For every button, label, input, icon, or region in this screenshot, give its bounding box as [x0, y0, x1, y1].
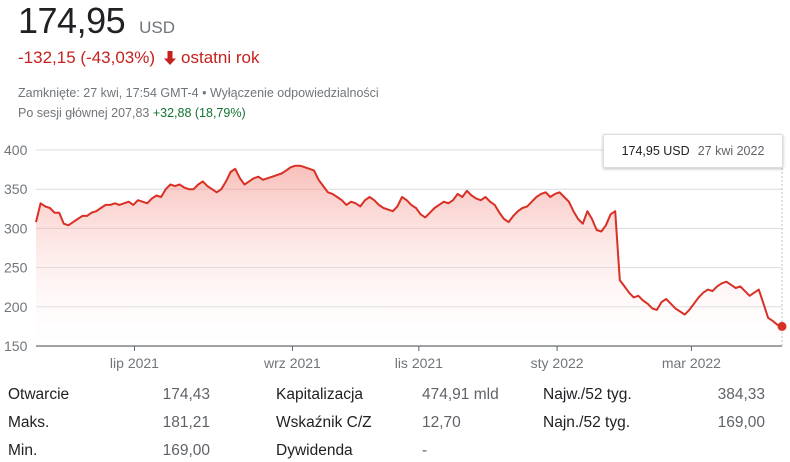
after-hours-label: Po sesji głównej [18, 106, 108, 120]
down-arrow-icon [164, 51, 177, 65]
x-tick-label: mar 2022 [662, 355, 721, 371]
market-status: Zamknięte: 27 kwi, 17:54 GMT-4 • Wyłącze… [18, 86, 379, 100]
chart-tooltip: 174,95 USD 27 kwi 2022 [603, 134, 783, 168]
after-hours-info: Po sesji głównej 207,83 +32,88 (18,79%) [18, 106, 246, 120]
y-tick-label: 200 [4, 299, 28, 315]
price-area [36, 165, 782, 346]
price-change-row: -132,15 (-43,03%) ostatni rok [18, 48, 259, 68]
stat-label-52w-low: Najn./52 tyg. [543, 414, 631, 431]
end-point-marker[interactable] [777, 321, 787, 331]
stat-label-market-cap: Kapitalizacja [276, 386, 364, 403]
y-tick-label: 150 [4, 338, 28, 354]
stat-label-52w-high: Najw./52 tyg. [543, 386, 632, 403]
stat-value-dividend: - [422, 442, 428, 459]
price-line [35, 164, 783, 328]
x-tick-label: lis 2021 [395, 355, 443, 371]
stat-value-open: 174,43 [162, 386, 210, 403]
current-price: 174,95 [18, 0, 126, 41]
stat-value-52w-high: 384,33 [717, 386, 765, 403]
x-tick-label: wrz 2021 [263, 355, 321, 371]
tooltip-date: 27 kwi 2022 [697, 144, 765, 158]
x-tick-label: sty 2022 [531, 355, 584, 371]
y-tick-label: 400 [4, 142, 28, 158]
stat-label-open: Otwarcie [8, 386, 70, 403]
stat-value-low: 169,00 [162, 442, 210, 459]
disclaimer-link[interactable]: Wyłączenie odpowiedzialności [209, 86, 379, 100]
price-change: -132,15 (-43,03%) [18, 48, 156, 67]
y-tick-label: 300 [4, 220, 28, 236]
stat-label-dividend: Dywidenda [276, 442, 353, 459]
after-hours-change: +32,88 (18,79%) [152, 106, 246, 120]
x-axis-labels: lip 2021 wrz 2021 lis 2021 sty 2022 mar 2022 [110, 346, 721, 371]
y-tick-label: 250 [4, 260, 28, 276]
stat-value-52w-low: 169,00 [717, 414, 765, 431]
closed-info: Zamknięte: 27 kwi, 17:54 GMT-4 • [18, 86, 207, 100]
stat-value-high: 181,21 [162, 414, 210, 431]
y-tick-label: 350 [4, 181, 28, 197]
x-tick-label: lip 2021 [110, 355, 159, 371]
stat-label-pe-ratio: Wskaźnik C/Z [276, 414, 372, 431]
stat-value-market-cap: 474,91 mld [422, 386, 499, 403]
price-chart[interactable]: 400 350 300 250 200 150 lip 2021 wrz 2021 lis 2… [0, 128, 790, 378]
stat-value-pe-ratio: 12,70 [422, 414, 461, 431]
after-hours-price: 207,83 [111, 106, 150, 120]
y-axis-labels: 400 350 300 250 200 150 [4, 142, 28, 354]
stat-label-high: Maks. [8, 414, 50, 431]
stat-label-low: Min. [8, 442, 38, 459]
tooltip-value: 174,95 USD [621, 144, 690, 158]
price-header: 174,95 USD [18, 0, 175, 46]
currency-label: USD [139, 18, 176, 37]
period-label: ostatni rok [181, 48, 260, 67]
